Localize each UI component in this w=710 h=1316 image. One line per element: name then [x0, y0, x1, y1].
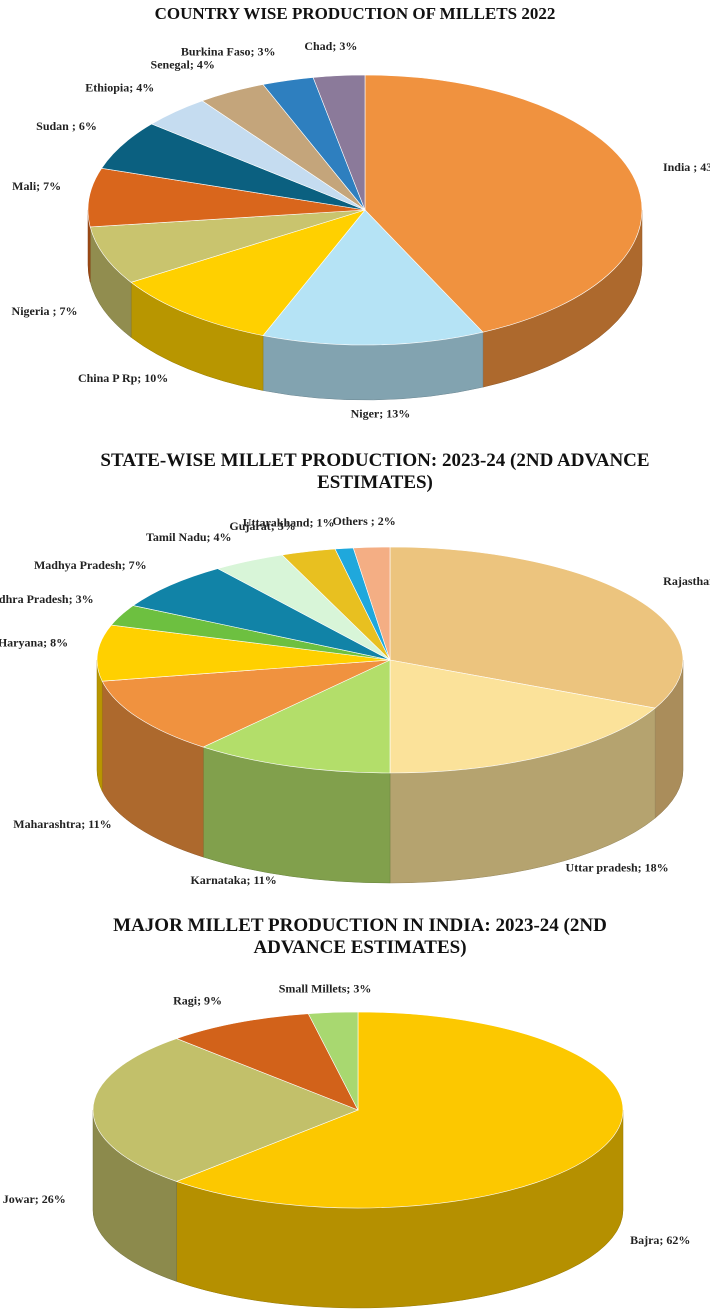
data-label: Sudan ; 6% [36, 119, 97, 133]
slice [101, 659, 391, 748]
chart-title: MAJOR MILLET PRODUCTION IN INDIA: 2023-2… [113, 915, 607, 958]
slice [92, 1038, 359, 1182]
data-label: China P Rp; 10% [78, 371, 168, 385]
data-label: Ragi; 9% [173, 993, 222, 1007]
slice [389, 659, 656, 774]
slice [312, 74, 366, 211]
slice [96, 624, 391, 682]
data-label: Ethiopia; 4% [85, 81, 154, 95]
data-label: Senegal; 4% [151, 58, 215, 72]
data-label: Others ; 2% [332, 514, 395, 528]
data-label: Gujarat; 3% [229, 519, 295, 533]
chart-title: COUNTRY WISE PRODUCTION OF MILLETS 2022 [154, 4, 556, 23]
slice [389, 546, 684, 709]
data-label: Nigeria ; 7% [12, 304, 78, 318]
data-label: Uttar pradesh; 18% [566, 860, 669, 874]
data-label: Rajasthan; 32% [663, 574, 710, 588]
slice [364, 74, 643, 333]
data-label: Karnataka; 11% [190, 873, 276, 887]
slice [307, 1011, 359, 1111]
slice [352, 546, 391, 661]
slice [262, 209, 484, 346]
slice [89, 209, 366, 283]
data-label: Uttarakhand; 1% [243, 515, 335, 529]
data-label: Jowar; 26% [3, 1192, 66, 1206]
data-label: Small Millets; 3% [279, 982, 372, 996]
slice [202, 659, 391, 774]
data-label: Madhya Pradesh; 7% [34, 558, 147, 572]
slice [175, 1011, 624, 1209]
data-label: Tamil Nadu; 4% [146, 530, 232, 544]
data-label: Bajra; 62% [630, 1233, 690, 1247]
chart-title: STATE-WISE MILLET PRODUCTION: 2023-24 (2… [100, 450, 650, 493]
data-label: Niger; 13% [351, 406, 411, 420]
slice [130, 209, 366, 336]
data-label: Haryana; 8% [0, 636, 68, 650]
data-label: Mali; 7% [12, 179, 61, 193]
data-label: Maharashtra; 11% [13, 817, 111, 831]
data-label: Andhra Pradesh; 3% [0, 592, 94, 606]
slice [87, 167, 366, 228]
data-label: India ; 43% [663, 160, 710, 174]
slice [175, 1013, 359, 1111]
data-label: Chad; 3% [304, 39, 357, 53]
slice [132, 568, 391, 661]
data-label: Burkina Faso; 3% [181, 45, 276, 59]
